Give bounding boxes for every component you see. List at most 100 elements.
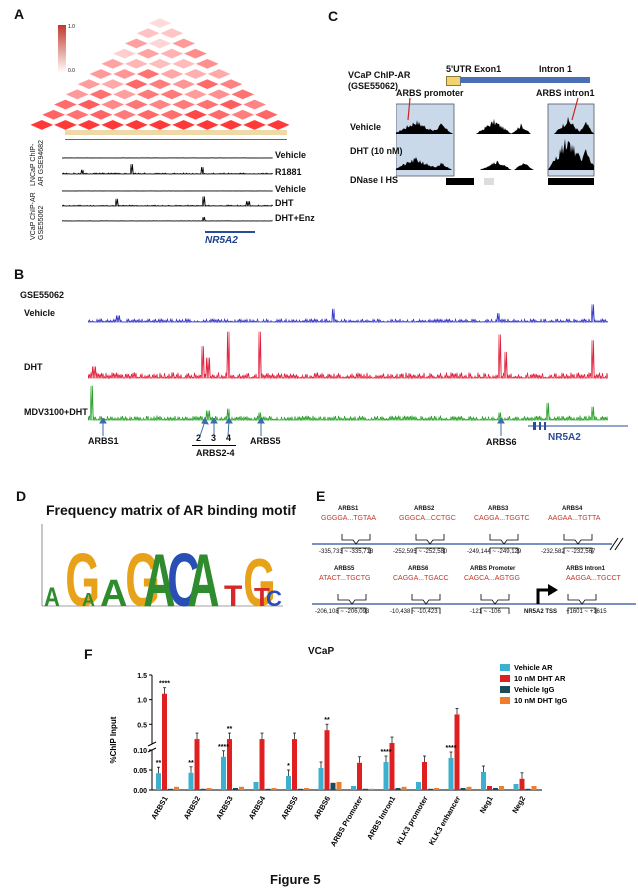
panel-d-label: D [16, 488, 27, 504]
f-sig-vehicle: **** [381, 749, 392, 756]
signal-track [88, 331, 609, 380]
f-legend-label: 10 nM DHT AR [514, 674, 566, 683]
f-bar [298, 788, 303, 790]
f-bar [221, 756, 226, 790]
f-xtick-label: KLK3 enhancer [427, 794, 462, 846]
motif-letter-a4: A [143, 539, 175, 610]
motif-bracket [480, 607, 510, 614]
vcap-group-label: VCaP ChIP-AR GSE55062 [30, 192, 45, 240]
heatmap-cell [64, 109, 90, 121]
f-bar [194, 739, 200, 790]
f-bar [466, 786, 472, 790]
e-site-pos-2: -249,144 ~ -249,129 [467, 549, 522, 555]
motif-letter-a1: A [44, 583, 60, 610]
f-title: VCaP [308, 646, 335, 657]
f-sig-dht: ** [324, 717, 330, 724]
f-chart: %ChIP Input 0.00 0.05 0.10 0.5 1.0 1.5 ARBS1 ARB… [109, 663, 568, 848]
f-bar [351, 786, 356, 790]
panel-b-tracks [88, 304, 609, 422]
heatmap-cell [112, 89, 137, 100]
motif-letter-c1: C [167, 539, 199, 610]
heatmap-cell [171, 99, 196, 110]
heatmap-cell [230, 109, 256, 121]
motif-bracket [563, 547, 593, 554]
f-bar [271, 788, 277, 790]
b-site-2: 2 [196, 433, 202, 443]
signal-track [88, 304, 609, 324]
f-sig-vehicle: **** [218, 744, 229, 751]
f-bar [416, 782, 421, 790]
heatmap-cell [147, 38, 173, 49]
e-site-seq-3: AAGAA...TGTTA [548, 515, 601, 522]
heatmap-cell [64, 89, 90, 100]
heatmap-cell [88, 109, 114, 121]
a-gene-label: NR5A2 [205, 235, 238, 246]
motif-bracket [415, 547, 445, 554]
c-arbs-promoter-label: ARBS promoter [396, 88, 464, 98]
panel-c-label: C [328, 8, 339, 24]
f-legend-swatch [500, 686, 510, 693]
f-legend-label: Vehicle IgG [514, 685, 555, 694]
f-xtick-label: Neg1 [478, 795, 495, 815]
e-site-seq-2: CAGGA...TGGTC [474, 515, 530, 522]
f-legend-swatch [500, 664, 510, 671]
f-bar [395, 788, 401, 790]
e-site-name-1: ARBS2 [414, 506, 435, 512]
motif-bracket [411, 594, 441, 605]
f-bar [499, 786, 504, 790]
motif-letter-g1: G [65, 539, 100, 610]
heatmap-cell [265, 119, 290, 130]
heatmap-cell [206, 89, 232, 100]
c-signal [396, 116, 594, 134]
b-site-4: 4 [226, 433, 232, 443]
heatmap-cell [218, 99, 244, 110]
heatmap-cell [124, 119, 149, 130]
a-track-label-4: DHT+Enz [275, 213, 315, 223]
signal-track [62, 164, 274, 175]
f-bar [454, 714, 460, 790]
heatmap-legend-low: 0.0 [68, 68, 75, 74]
a-track-label-0: Vehicle [275, 150, 307, 160]
f-ytick-label: 0.10 [133, 748, 147, 755]
f-bar [206, 788, 212, 790]
f-xtick-label: ARBS Intron1 [365, 795, 397, 842]
f-bar [292, 739, 297, 790]
f-legend-swatch [500, 697, 510, 704]
heatmap-cell [135, 89, 161, 100]
e-diagram [312, 534, 636, 614]
b-site-arbs6: ARBS6 [486, 437, 517, 447]
f-xtick-label: ARBS1 [149, 795, 170, 822]
f-bar [383, 762, 389, 790]
b-site-3: 3 [211, 433, 217, 443]
heatmap-cell [100, 58, 126, 70]
heatmap-cell [135, 48, 161, 59]
b-arbs24-bracket [192, 445, 236, 446]
panel-f-label: F [84, 646, 93, 662]
signal-track [62, 196, 274, 207]
e-site-name-2: ARBS3 [488, 506, 509, 512]
heatmap-cell [218, 78, 244, 90]
e-site-pos-1: -252,595 ~ -252,580 [393, 549, 448, 555]
c-signal [396, 138, 594, 170]
heatmap-cell [100, 99, 126, 110]
c-exon-box [446, 76, 461, 86]
motif-bracket [567, 607, 597, 614]
f-bar [363, 788, 368, 790]
motif-bracket [567, 594, 597, 605]
coordinate-axis [65, 139, 287, 140]
heatmap-cell [41, 109, 66, 121]
motif-letter-g3: G [243, 545, 275, 610]
e-site-seq-6: CAGCA...AGTGG [464, 575, 521, 582]
motif-bracket [411, 607, 441, 614]
f-bar [460, 788, 466, 790]
f-bar [525, 788, 531, 790]
f-xtick-label: ARBS3 [214, 795, 235, 822]
heatmap-cell [124, 99, 149, 110]
heatmap-cell [159, 68, 185, 80]
panel-a-tracks [62, 157, 274, 222]
f-bar [227, 739, 232, 790]
f-bar [253, 782, 259, 790]
f-bar [324, 730, 330, 790]
b-track-label-0: Vehicle [24, 308, 56, 318]
heatmap-cell [230, 89, 256, 100]
